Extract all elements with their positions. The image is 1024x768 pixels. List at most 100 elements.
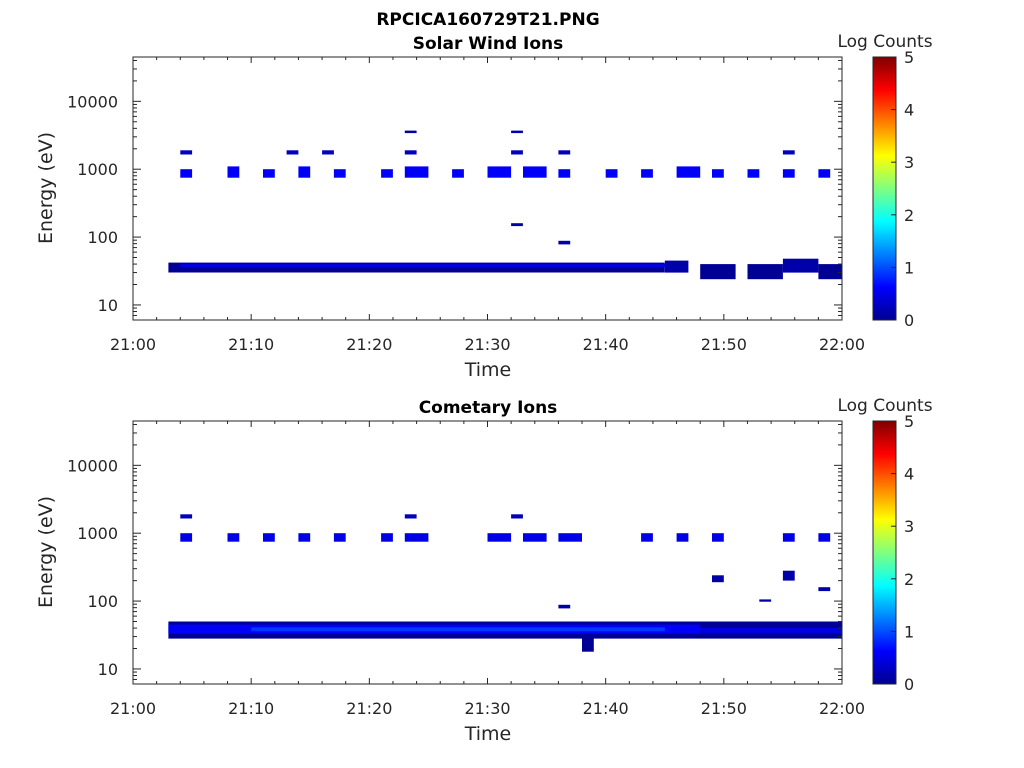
y-axis-label: Energy (eV) — [35, 132, 57, 244]
heatmap-cell — [251, 627, 665, 632]
heatmap-cell — [782, 169, 795, 178]
heatmap-cell — [381, 533, 393, 542]
x-axis-ticks: 21:00 21:10 21:20 21:30 21:40 21:50 22:00 — [110, 57, 865, 354]
x-tick-label: 21:40 — [583, 335, 629, 354]
heatmap-cell — [782, 533, 795, 542]
colorbar: Log Counts 0 1 2 3 4 5 — [837, 32, 932, 330]
colorbar-label: Log Counts — [837, 396, 932, 416]
colorbar-ticks: 0 1 2 3 4 5 — [891, 412, 914, 694]
heatmap-cell — [263, 533, 275, 542]
heatmap-cell — [676, 533, 689, 542]
panel-solar-wind: Solar Wind Ions 21:00 21:10 21:20 21:30 21:4… — [35, 32, 933, 381]
y-tick-label: 10 — [98, 660, 118, 679]
heatmap-cell — [759, 599, 772, 602]
colorbar-tick-label: 5 — [904, 412, 914, 431]
x-tick-label: 21:50 — [701, 335, 747, 354]
x-tick-label: 21:10 — [228, 335, 274, 354]
heatmap-cell — [605, 169, 618, 178]
heatmap-cell — [523, 533, 547, 542]
heatmap-cell — [263, 169, 275, 178]
heatmap-cell — [404, 533, 429, 542]
heatmap-cell — [180, 150, 193, 155]
plot-area-frame — [132, 56, 843, 321]
heatmap-cell — [333, 533, 346, 542]
y-tick-label: 10000 — [67, 456, 118, 475]
heatmap-cell — [523, 166, 547, 178]
heatmap-cell — [818, 533, 831, 542]
figure-title: RPCICA160729T21.PNG — [376, 10, 599, 30]
y-tick-label: 10 — [98, 296, 118, 315]
y-axis-ticks: 10 100 1000 10000 — [67, 59, 842, 321]
heatmap-cell — [298, 533, 311, 542]
heatmap-cell — [298, 166, 311, 178]
heatmap-cell — [782, 258, 819, 273]
heatmap-cell — [487, 533, 512, 542]
x-tick-label: 21:20 — [346, 335, 392, 354]
heatmap-cell — [558, 604, 571, 609]
heatmap-cell — [582, 636, 594, 652]
x-tick-label: 21:20 — [346, 699, 392, 718]
y-axis-ticks: 10 100 1000 10000 — [67, 423, 842, 685]
x-tick-label: 21:50 — [701, 699, 747, 718]
heatmap-cell — [404, 514, 417, 519]
x-tick-label: 21:30 — [464, 335, 510, 354]
colorbar-tick-label: 2 — [904, 206, 914, 225]
y-tick-label: 10000 — [67, 92, 118, 111]
heatmap-cell — [782, 150, 795, 155]
heatmap-cell — [818, 169, 831, 178]
colorbar-tick-label: 3 — [904, 517, 914, 536]
heatmap-cell — [452, 169, 464, 178]
panel-cometary: Cometary Ions 21:00 21:10 21:20 21:30 21:40 2… — [35, 396, 933, 745]
heatmap-cell — [747, 264, 783, 280]
heatmap-cell — [180, 514, 193, 519]
x-tick-label: 22:00 — [819, 699, 865, 718]
heatmap-cell — [676, 166, 701, 178]
heatmap-cell — [558, 240, 571, 245]
heatmap-cell — [180, 264, 677, 268]
heatmap-cell — [381, 169, 393, 178]
heatmap-cell — [664, 260, 689, 273]
colorbar: Log Counts 0 1 2 3 4 5 — [837, 396, 932, 694]
heatmap-cell — [558, 150, 571, 155]
y-tick-label: 100 — [87, 228, 118, 247]
colorbar-gradient — [872, 420, 897, 685]
colorbar-tick-label: 4 — [904, 101, 914, 120]
heatmap-cells — [168, 130, 842, 280]
heatmap-cells — [168, 514, 842, 652]
y-tick-label: 100 — [87, 592, 118, 611]
plot-area-frame — [132, 420, 843, 685]
heatmap-cell — [180, 533, 193, 542]
heatmap-cell — [700, 264, 736, 280]
heatmap-cell — [404, 130, 417, 134]
colorbar-ticks: 0 1 2 3 4 5 — [891, 48, 914, 330]
heatmap-cell — [700, 628, 842, 633]
heatmap-cell — [641, 169, 653, 178]
heatmap-cell — [712, 169, 724, 178]
x-tick-label: 21:00 — [110, 699, 156, 718]
x-tick-label: 21:10 — [228, 699, 274, 718]
x-axis-label: Time — [464, 723, 512, 745]
heatmap-cell — [818, 587, 831, 592]
heatmap-cell — [641, 533, 653, 542]
heatmap-cell — [180, 169, 193, 178]
heatmap-cell — [168, 262, 665, 273]
heatmap-cell — [712, 575, 724, 583]
colorbar-tick-label: 3 — [904, 153, 914, 172]
x-tick-label: 22:00 — [819, 335, 865, 354]
colorbar-tick-label: 1 — [904, 258, 914, 277]
panel-title: Solar Wind Ions — [413, 34, 564, 54]
x-tick-label: 21:30 — [464, 699, 510, 718]
heatmap-cell — [404, 150, 417, 155]
heatmap-cell — [404, 166, 429, 178]
colorbar-gradient — [872, 56, 897, 321]
heatmap-cell — [712, 533, 724, 542]
colorbar-tick-label: 1 — [904, 622, 914, 641]
heatmap-cell — [487, 166, 512, 178]
heatmap-cell — [747, 169, 760, 178]
heatmap-cell — [227, 166, 240, 178]
colorbar-label: Log Counts — [837, 32, 932, 52]
colorbar-tick-label: 2 — [904, 570, 914, 589]
heatmap-cell — [818, 264, 842, 280]
heatmap-cell — [286, 150, 299, 155]
x-axis-label: Time — [464, 359, 512, 381]
